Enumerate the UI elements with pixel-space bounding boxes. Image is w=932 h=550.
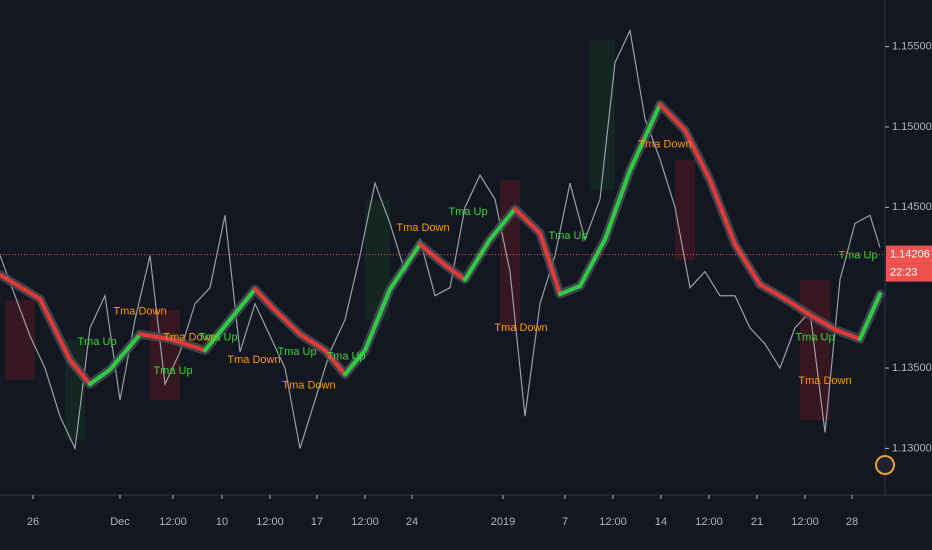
- y-tick-label: 1.13500: [892, 362, 932, 374]
- tma-segment: [558, 284, 582, 297]
- x-tick-label: 12:00: [599, 516, 627, 528]
- annotation: Tma Up: [795, 331, 834, 343]
- tma-segment: [203, 317, 232, 353]
- tma-segment: [538, 231, 562, 297]
- tma-segment: [228, 287, 257, 322]
- x-tick-label: 12:00: [791, 516, 819, 528]
- x-tick-label: 21: [751, 516, 763, 528]
- x-tick-label: 12:00: [351, 516, 379, 528]
- tma-segment: [708, 178, 737, 247]
- x-tick-label: 2019: [491, 516, 515, 528]
- tma-segment: [0, 272, 42, 301]
- tma-segment: [733, 242, 762, 287]
- annotation: Tma Up: [77, 336, 116, 348]
- annotation: Tma Down: [798, 375, 851, 387]
- annotation: Tma Up: [548, 230, 587, 242]
- zone: [5, 300, 35, 380]
- x-tick-label: 12:00: [695, 516, 723, 528]
- last-price-label: 1.14206: [890, 248, 930, 260]
- x-tick-label: 12:00: [159, 516, 187, 528]
- annotation: Tma Down: [494, 322, 547, 334]
- y-tick-label: 1.14500: [892, 201, 932, 213]
- tma-segment: [38, 296, 72, 362]
- last-price-box: [886, 245, 932, 264]
- annotation: Tma Down: [638, 139, 691, 151]
- tma-segment: [273, 308, 302, 337]
- tma-segment: [783, 296, 812, 317]
- x-tick-label: 17: [311, 516, 323, 528]
- annotation: Tma Up: [153, 365, 192, 377]
- x-tick-label: 12:00: [256, 516, 284, 528]
- y-tick-label: 1.15500: [892, 41, 932, 53]
- logo: [875, 455, 895, 475]
- tma-segment: [88, 367, 112, 387]
- tma-segment: [253, 287, 277, 313]
- countdown-box: [886, 263, 932, 282]
- zone: [150, 310, 180, 400]
- y-tick-label: 1.13000: [892, 442, 932, 454]
- tma-segment: [578, 237, 607, 289]
- price-line: [0, 28, 881, 451]
- annotation: Tma Down: [113, 306, 166, 318]
- x-tick-label: 28: [846, 516, 858, 528]
- tma-segment: [108, 332, 142, 372]
- annotation: Tma Up: [326, 351, 365, 363]
- tma-segment: [833, 327, 862, 342]
- tma-segment: [363, 287, 392, 353]
- tma-segment: [758, 282, 787, 301]
- annotation: Tma Up: [448, 206, 487, 218]
- tma-segment: [168, 337, 207, 353]
- tma-segment: [628, 102, 662, 173]
- tma-segment: [513, 206, 542, 236]
- annotation: Tma Down: [227, 354, 280, 366]
- annotation: Tma Down: [163, 331, 216, 343]
- annotation: Tma Up: [277, 346, 316, 358]
- tma-segment: [658, 102, 687, 133]
- tma-segment: [138, 332, 172, 342]
- tma-segment: [603, 168, 632, 242]
- tma-segment: [388, 242, 422, 292]
- tma-segment: [443, 263, 467, 282]
- annotation: Tma Down: [282, 380, 335, 392]
- annotation: Tma Up: [198, 331, 237, 343]
- annotation: Tma Down: [396, 222, 449, 234]
- tma-segment: [488, 206, 517, 242]
- tma-segment: [463, 237, 492, 282]
- zone: [675, 160, 695, 260]
- x-tick-label: 14: [655, 516, 667, 528]
- tma-segment: [323, 348, 347, 377]
- countdown: 22:23: [890, 266, 918, 278]
- tma-segment: [343, 348, 367, 377]
- x-tick-label: 10: [216, 516, 228, 528]
- x-tick-label: 26: [27, 516, 39, 528]
- tma-segment: [683, 128, 712, 182]
- y-tick-label: 1.15000: [892, 121, 932, 133]
- tma-segment: [858, 292, 882, 342]
- x-tick-label: 7: [562, 516, 568, 528]
- annotation: Tma Up: [838, 249, 877, 261]
- x-tick-label: 24: [406, 516, 418, 528]
- tma-segment: [68, 358, 92, 387]
- tma-segment: [808, 313, 837, 332]
- zone: [590, 40, 615, 190]
- x-tick-label: Dec: [110, 516, 130, 528]
- tma-segment: [298, 332, 327, 353]
